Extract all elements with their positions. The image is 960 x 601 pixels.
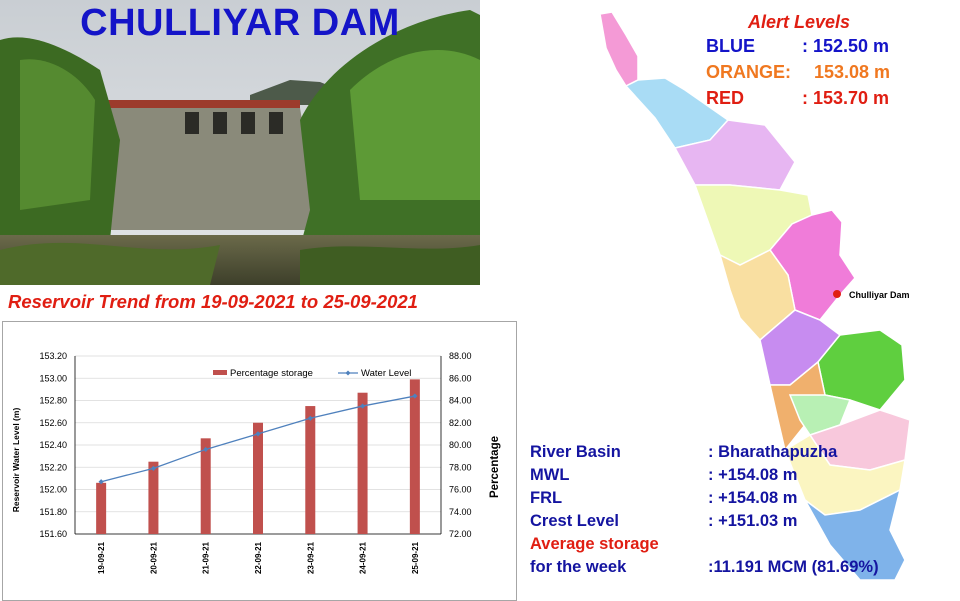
y2-tick-label: 80.00 xyxy=(449,440,472,450)
alert-level-value: : 152.50 m xyxy=(802,36,890,56)
dam-photo xyxy=(0,0,480,285)
dam-title: CHULLIYAR DAM xyxy=(80,2,400,44)
info-label: MWL xyxy=(530,466,570,484)
y2-axis-label: Percentage xyxy=(489,436,501,498)
alert-level-blue: BLUE : 152.50 m xyxy=(706,36,956,62)
y-tick-label: 153.00 xyxy=(39,373,67,383)
bar-percentage-storage xyxy=(253,422,263,534)
y-tick-label: 152.40 xyxy=(39,440,67,450)
info-label: Average storage xyxy=(530,535,659,553)
y-tick-label: 152.60 xyxy=(39,418,67,428)
y2-tick-label: 82.00 xyxy=(449,418,472,428)
bar-percentage-storage xyxy=(409,379,420,534)
legend-marker-water xyxy=(345,370,351,376)
alert-levels-panel: Alert Levels BLUE : 152.50 m ORANGE: 153… xyxy=(706,12,956,114)
x-tick-label: 21-09-21 xyxy=(202,541,211,574)
trend-title: Reservoir Trend from 19-09-2021 to 25-09… xyxy=(8,291,418,312)
y-tick-label: 152.00 xyxy=(39,485,67,495)
y2-tick-label: 84.00 xyxy=(449,396,472,406)
x-tick-label: 25-09-21 xyxy=(411,541,420,574)
info-value: : +154.08 m xyxy=(708,489,798,507)
bar-percentage-storage xyxy=(305,406,316,534)
bar-percentage-storage xyxy=(96,482,107,534)
reservoir-chart: 151.60 151.80 152.00 152.20 152.40 152.60 152.… xyxy=(2,321,517,601)
chulliyar-dam-label: Chulliyar Dam xyxy=(849,290,910,300)
alert-level-name: RED xyxy=(706,88,745,108)
info-value: :11.191 MCM (81.69%) xyxy=(708,558,879,576)
x-axis-ticks: 19-09-21 20-09-21 21-09-21 22-09-21 23-09-21… xyxy=(97,541,420,574)
x-tick-label: 22-09-21 xyxy=(254,541,263,574)
info-value: : Bharathapuzha xyxy=(708,443,838,461)
alert-level-red: RED : 153.70 m xyxy=(706,88,956,114)
water-level-point xyxy=(150,465,157,471)
info-value: : +151.03 m xyxy=(708,512,798,530)
alert-level-value: : 153.70 m xyxy=(802,88,890,108)
y2-tick-label: 74.00 xyxy=(449,507,472,517)
bar-percentage-storage xyxy=(357,392,368,534)
y2-tick-label: 88.00 xyxy=(449,351,472,361)
info-crest-level: Crest Level : +151.03 m xyxy=(530,512,950,535)
water-level-point xyxy=(255,431,261,437)
y-axis-ticks: 151.60 151.80 152.00 152.20 152.40 152.60 152.… xyxy=(39,351,67,539)
district-thiruvananthapuram xyxy=(804,488,906,581)
chart-legend: Percentage storage Water Level xyxy=(213,368,411,379)
chulliyar-dam-marker xyxy=(833,290,841,298)
y-tick-label: 151.80 xyxy=(39,507,67,517)
y-axis-label: Reservoir Water Level (m) xyxy=(11,408,21,513)
alert-level-value: 153.08 m xyxy=(814,62,891,82)
y2-tick-label: 76.00 xyxy=(449,485,472,495)
info-label: FRL xyxy=(530,489,563,507)
info-label: for the week xyxy=(530,558,627,576)
alert-levels-title: Alert Levels xyxy=(748,12,851,32)
y-tick-label: 152.20 xyxy=(39,462,67,472)
y-tick-label: 153.20 xyxy=(39,351,67,361)
info-label: River Basin xyxy=(530,443,621,461)
legend-label-storage: Percentage storage xyxy=(230,368,313,379)
info-mwl: MWL : +154.08 m xyxy=(530,466,950,489)
y-tick-label: 151.60 xyxy=(39,529,67,539)
x-tick-label: 19-09-21 xyxy=(97,541,106,574)
water-level-point xyxy=(412,393,418,399)
info-river-basin: River Basin : Bharathapuzha xyxy=(530,443,950,466)
y2-tick-label: 72.00 xyxy=(449,529,472,539)
alert-level-name: BLUE xyxy=(706,36,755,56)
y2-axis-ticks: 72.00 74.00 76.00 78.00 80.00 82.00 84.00 86.00… xyxy=(449,351,472,539)
info-average-storage: for the week :11.191 MCM (81.69%) xyxy=(530,558,950,581)
water-level-point xyxy=(359,403,366,409)
bar-percentage-storage xyxy=(148,461,159,534)
info-frl: FRL : +154.08 m xyxy=(530,489,950,512)
y2-tick-label: 78.00 xyxy=(449,462,472,472)
info-average-storage-label: Average storage xyxy=(530,535,950,558)
district-kasaragod xyxy=(599,11,639,87)
water-level-point xyxy=(307,415,313,421)
legend-label-water: Water Level xyxy=(361,368,411,379)
y2-tick-label: 86.00 xyxy=(449,373,472,383)
x-tick-label: 23-09-21 xyxy=(306,541,315,574)
water-level-line xyxy=(98,393,418,485)
x-tick-label: 20-09-21 xyxy=(149,541,158,574)
dam-info-panel: River Basin : Bharathapuzha MWL : +154.0… xyxy=(530,443,950,581)
bars xyxy=(96,379,420,534)
alert-level-orange: ORANGE: 153.08 m xyxy=(706,62,956,88)
y-tick-label: 152.80 xyxy=(39,396,67,406)
info-label: Crest Level xyxy=(530,512,619,530)
alert-level-name: ORANGE: xyxy=(706,62,791,82)
legend-swatch-storage xyxy=(213,370,227,375)
kerala-map: Chulliyar Dam xyxy=(560,0,960,600)
info-value: : +154.08 m xyxy=(708,466,798,484)
x-tick-label: 24-09-21 xyxy=(359,541,368,574)
bar-percentage-storage xyxy=(200,438,211,534)
